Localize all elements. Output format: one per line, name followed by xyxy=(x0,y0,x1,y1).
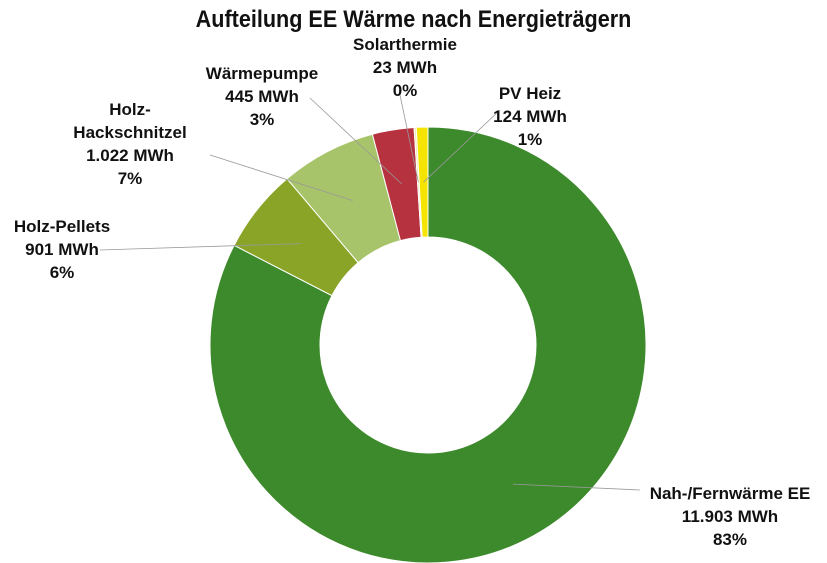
category-label: Holz-Hackschnitzel xyxy=(73,100,187,142)
chart-title: Aufteilung EE Wärme nach Energieträgern xyxy=(195,6,632,33)
leader-line xyxy=(209,154,353,201)
percent-label: 1% xyxy=(517,130,543,149)
data-label: Holz-Pellets 901 MWh 6% xyxy=(14,215,110,284)
data-label: Wärmepumpe 445 MWh 3% xyxy=(206,62,318,131)
value-label: 11.903 MWh xyxy=(681,507,779,526)
data-label: Nah-/Fernwärme EE 11.903 MWh 83% xyxy=(650,482,811,551)
value-label: 445 MWh xyxy=(225,87,299,106)
value-label: 1.022 MWh xyxy=(86,146,174,165)
category-label: Wärmepumpe xyxy=(205,64,319,83)
leader-line xyxy=(309,97,403,185)
leader-line xyxy=(423,109,501,183)
percent-label: 7% xyxy=(117,169,143,188)
data-label: Holz-Hackschnitzel 1.022 MWh 7% xyxy=(60,98,200,190)
donut-slice xyxy=(415,126,429,238)
category-label: Holz-Pellets xyxy=(13,217,111,236)
category-label: Nah-/Fernwärme EE xyxy=(649,484,811,503)
percent-label: 3% xyxy=(249,110,275,129)
percent-label: 0% xyxy=(392,81,418,100)
donut-slice xyxy=(209,126,647,563)
data-label: Solarthermie 23 MWh 0% xyxy=(353,33,457,102)
value-label: 901 MWh xyxy=(25,240,99,259)
leader-line xyxy=(512,483,641,491)
percent-label: 6% xyxy=(49,263,75,282)
percent-label: 83% xyxy=(712,530,748,549)
value-label: 124 MWh xyxy=(493,107,567,126)
data-label: PV Heiz 124 MWh 1% xyxy=(493,82,567,151)
leader-line xyxy=(99,243,301,251)
category-label: Solarthermie xyxy=(353,35,457,54)
category-label: PV Heiz xyxy=(498,84,562,103)
value-label: 23 MWh xyxy=(372,58,438,77)
leader-line xyxy=(399,94,419,183)
